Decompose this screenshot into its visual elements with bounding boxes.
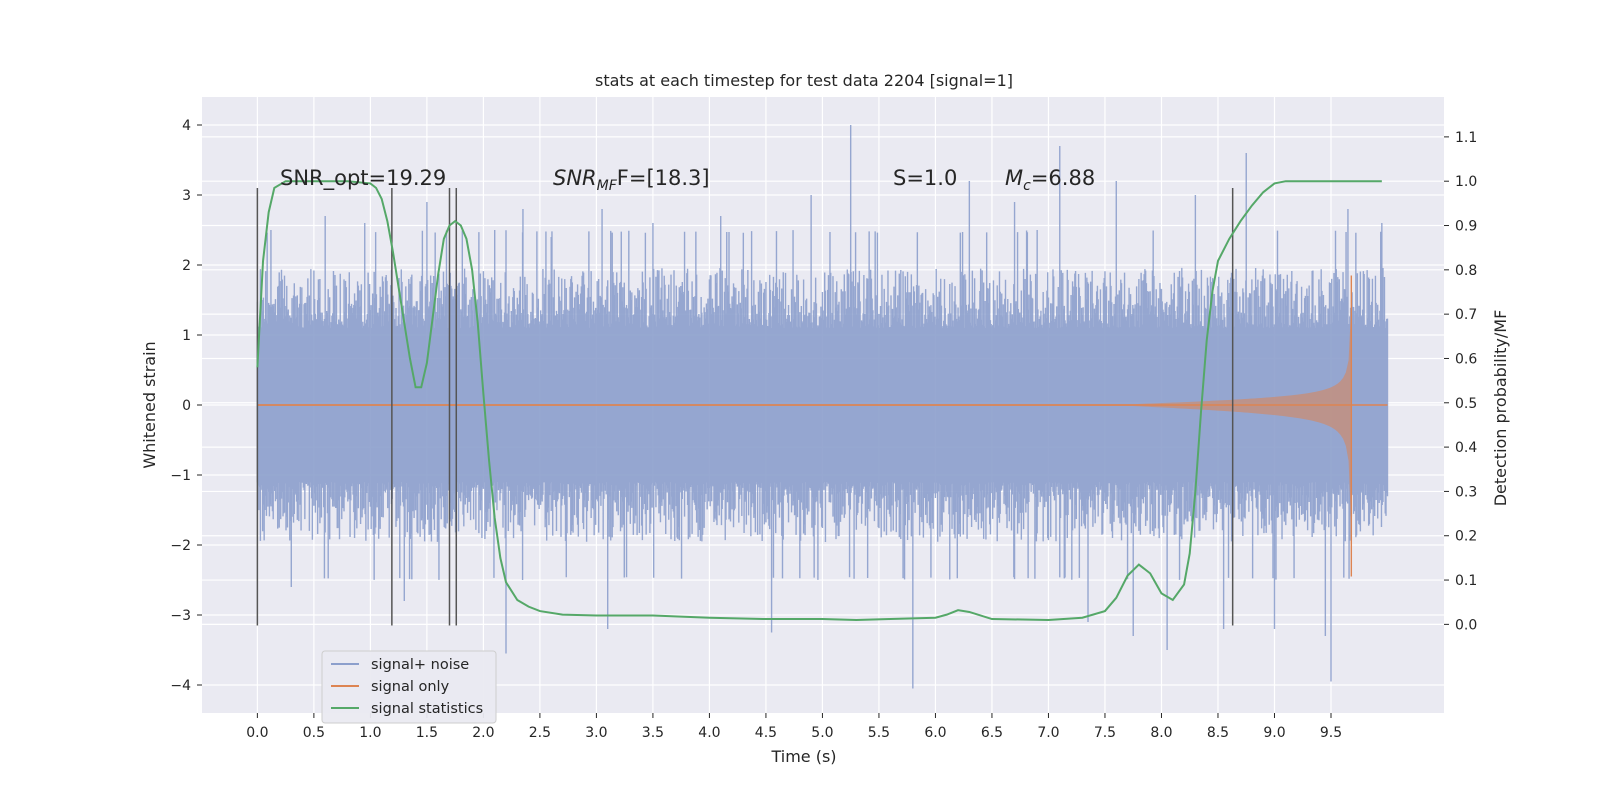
y-right-tick-label: 0.4 — [1455, 440, 1477, 456]
chart-title: stats at each timestep for test data 220… — [595, 71, 1013, 90]
x-tick-label: 4.0 — [698, 725, 720, 741]
x-tick-label: 1.0 — [359, 725, 381, 741]
x-tick-label: 3.5 — [642, 725, 664, 741]
y-right-tick-label: 1.1 — [1455, 130, 1477, 146]
legend-label-signal-only: signal only — [371, 679, 450, 695]
annotation-mc-rest: =6.88 — [1031, 166, 1095, 190]
legend-label-signal-noise: signal+ noise — [371, 657, 469, 673]
annotation-mc-sub: c — [1023, 178, 1031, 194]
x-tick-label: 9.0 — [1263, 725, 1285, 741]
y-tick-label: 2 — [182, 258, 191, 274]
y-right-tick-label: 0.7 — [1455, 307, 1477, 323]
y-right-tick-label: 0.2 — [1455, 529, 1477, 545]
y-tick-label: −2 — [170, 538, 191, 554]
y-tick-label: 0 — [182, 398, 191, 414]
x-tick-label: 6.0 — [924, 725, 946, 741]
y-tick-label: 1 — [182, 328, 191, 344]
annotation-snr-opt: SNR_opt=19.29 — [280, 166, 446, 191]
y-tick-label: −4 — [170, 678, 191, 694]
x-tick-label: 2.0 — [472, 725, 494, 741]
x-tick-label: 2.5 — [529, 725, 551, 741]
x-tick-label: 1.5 — [416, 725, 438, 741]
y-right-tick-label: 1.0 — [1455, 174, 1477, 190]
x-tick-label: 0.5 — [303, 725, 325, 741]
y-axis-ticks: 4 3 2 1 0 −1 −2 −3 −4 — [170, 118, 202, 694]
y-right-axis-label: Detection probability/MF — [1491, 310, 1510, 507]
y-tick-label: 4 — [182, 118, 191, 134]
y-right-tick-label: 0.6 — [1455, 351, 1477, 367]
x-tick-label: 8.0 — [1150, 725, 1172, 741]
annotation-mc-base: M — [1005, 166, 1023, 190]
series-signal-statistics — [256, 180, 1382, 621]
legend: signal+ noise signal only signal statist… — [321, 650, 497, 724]
y-right-tick-label: 0.3 — [1455, 484, 1477, 500]
x-tick-label: 4.5 — [755, 725, 777, 741]
x-tick-label: 9.5 — [1320, 725, 1342, 741]
x-tick-label: 5.5 — [868, 725, 890, 741]
x-tick-label: 8.5 — [1207, 725, 1229, 741]
annotation-snr-mf: SNRMFF=[18.3] — [553, 166, 710, 194]
x-tick-label: 7.5 — [1094, 725, 1116, 741]
y-axis-label: Whitened strain — [140, 341, 159, 468]
y-right-tick-label: 0.8 — [1455, 263, 1477, 279]
annotation-s: S=1.0 — [893, 166, 957, 190]
y-right-tick-label: 0.1 — [1455, 573, 1477, 589]
y-tick-label: −3 — [170, 608, 191, 624]
y-tick-label: 3 — [182, 188, 191, 204]
series-signal-only — [257, 275, 1388, 577]
y-right-tick-label: 0.9 — [1455, 219, 1477, 235]
legend-box — [321, 650, 497, 724]
legend-label-signal-statistics: signal statistics — [371, 701, 483, 717]
annotation-snr-mf-rest: F=[18.3] — [617, 166, 710, 190]
y-right-tick-label: 0.5 — [1455, 396, 1477, 412]
x-axis-label: Time (s) — [770, 747, 836, 766]
y-right-axis-ticks: 1.1 1.0 0.9 0.8 0.7 0.6 0.5 0.4 0.3 0.2 0.1 0.0 — [1444, 130, 1477, 633]
x-axis-ticks: 0.0 0.5 1.0 1.5 2.0 2.5 3.0 3.5 4.0 4.5 5.0 5.5 6.0 6… — [246, 713, 1342, 741]
vertical-markers — [256, 188, 1234, 626]
x-tick-label: 5.0 — [811, 725, 833, 741]
x-tick-label: 3.0 — [585, 725, 607, 741]
annotation-mc: Mc=6.88 — [1005, 166, 1095, 194]
annotation-snr-mf-sub: MF — [597, 178, 618, 194]
y-tick-label: −1 — [170, 468, 191, 484]
y-right-tick-label: 0.0 — [1455, 617, 1477, 633]
signal-statistics-line — [256, 180, 1382, 621]
x-tick-label: 0.0 — [246, 725, 268, 741]
x-tick-label: 6.5 — [981, 725, 1003, 741]
annotation-snr-mf-base: SNR — [553, 166, 597, 190]
x-tick-label: 7.0 — [1037, 725, 1059, 741]
